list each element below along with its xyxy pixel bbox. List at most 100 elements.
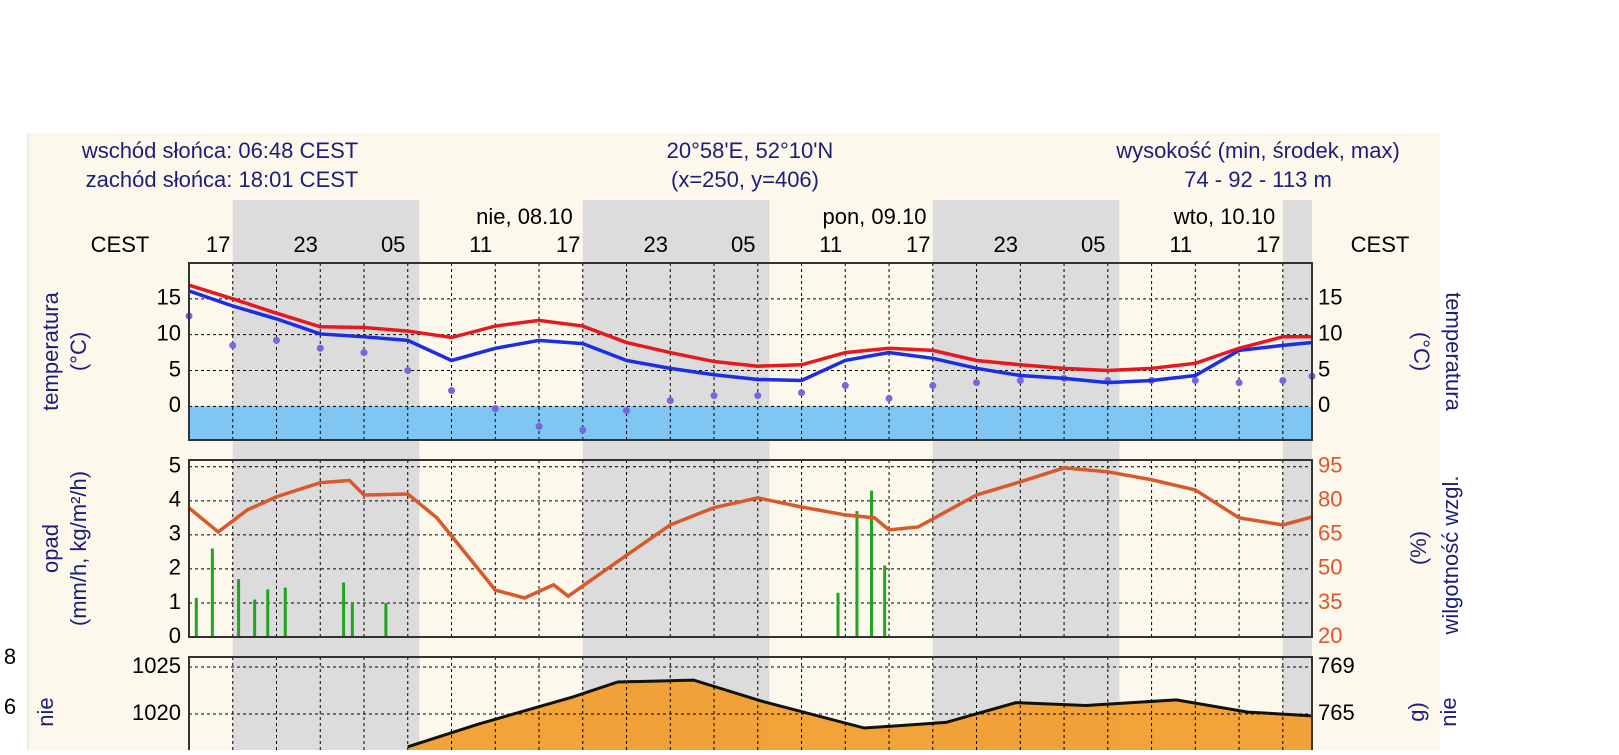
dew-point [754,392,762,400]
sunrise: wschód słońca: 06:48 CEST [81,138,358,163]
tz-label: CEST [1351,232,1410,257]
day-label: pon, 09.10 [822,204,926,229]
dew-point [1016,377,1024,385]
dew-point [448,387,456,395]
panel [188,656,1313,755]
night [582,200,770,755]
x-tick-label: 17 [556,232,580,257]
y2-label: (%) [1406,531,1431,565]
precip-bar [283,587,287,637]
y-tick-label: 15 [157,285,181,310]
sunset: zachód słońca: 18:01 CEST [86,167,359,192]
x-tick-label: 05 [731,232,755,257]
x-tick-label: 23 [993,232,1017,257]
dew-point [229,341,237,349]
y2-tick-label: 65 [1318,521,1342,546]
grid-point: (x=250, y=406) [671,167,819,192]
y-tick-label: 0 [169,392,181,417]
dew-point [579,426,587,434]
y-label: (mm/h, kg/m²/h) [66,471,91,626]
dew-point [973,379,981,387]
dew-point [666,397,674,405]
dew-point [1279,377,1287,385]
x-tick-label: 23 [293,232,317,257]
y-label: temperatura [38,291,63,410]
y-label-right: (°C) [1409,332,1434,371]
series-line [188,283,1312,373]
precip-bar [384,602,388,637]
panel [187,459,1313,638]
dew-point [273,336,281,344]
y-tick-label: 1020 [132,700,181,725]
dew-point [623,407,631,415]
y-tick-label: 1025 [132,653,181,678]
x-tick-label: 17 [906,232,930,257]
x-tick-label: 11 [1169,232,1192,257]
y-label-fragment: nie [33,697,58,726]
y2-tick-label: 769 [1318,653,1355,678]
y2-tick-label: 80 [1318,487,1342,512]
night [232,200,420,755]
x-tick-label: 11 [819,232,842,257]
x-tick-label: 05 [1081,232,1105,257]
x-tick-label: 17 [1256,232,1280,257]
y2-tick-label: 50 [1318,555,1342,580]
precip-bar [237,579,241,637]
dew-point [929,382,937,390]
dew-point [710,392,718,400]
panel-border [188,262,1313,441]
dew-point [885,394,893,402]
dew-point [360,349,368,357]
dew-point [404,366,412,374]
precip-bar [342,582,346,637]
frost-zone [189,406,1312,440]
elevation-title: wysokość (min, środek, max) [1115,138,1400,163]
precip-bar [855,511,859,637]
edge-fragment: 8 [4,644,16,669]
y-tick-label: 5 [169,453,181,478]
precip-bar [210,548,214,637]
dew-point [491,404,499,412]
y2-label-fragment: nie [1436,697,1461,726]
night [932,200,1120,755]
precip-bar [266,589,270,637]
night [1282,200,1312,755]
y-tick-label: 3 [169,521,181,546]
precip-bar [194,597,198,637]
panel-border [188,459,1313,638]
y-tick-label: 10 [157,320,181,345]
dew-point [535,422,543,430]
y-tick-label: 4 [169,487,181,512]
y-tick-label: 5 [169,356,181,381]
pressure-area [407,680,1312,755]
day-label: wto, 10.10 [1173,204,1276,229]
precip-bar [253,599,257,637]
y-tick-label-right: 15 [1318,285,1342,310]
y2-label: wilgotność wzgl. [1438,476,1463,636]
y-label: opad [38,524,63,573]
tz-label: CEST [91,232,150,257]
y-tick-label: 2 [169,555,181,580]
y-tick-label-right: 0 [1318,392,1330,417]
y-tick-label: 0 [169,623,181,648]
y2-tick-label: 20 [1318,623,1342,648]
precip-bar [836,592,840,637]
y-tick-label-right: 5 [1318,356,1330,381]
y-tick-label: 1 [169,589,181,614]
x-tick-label: 11 [469,232,492,257]
y2-label-fragment: g) [1404,702,1429,722]
y2-tick-label: 765 [1318,700,1355,725]
dew-point [1235,379,1243,387]
precip-bar [883,565,887,637]
dew-point [841,382,849,390]
y2-tick-label: 95 [1318,453,1342,478]
y-label-right: temperatura [1441,292,1466,411]
series-line [187,466,1313,600]
precip-bar [870,490,874,637]
x-tick-label: 17 [206,232,230,257]
dew-point [316,344,324,352]
precip-bar [350,602,354,637]
dew-point [798,389,806,397]
